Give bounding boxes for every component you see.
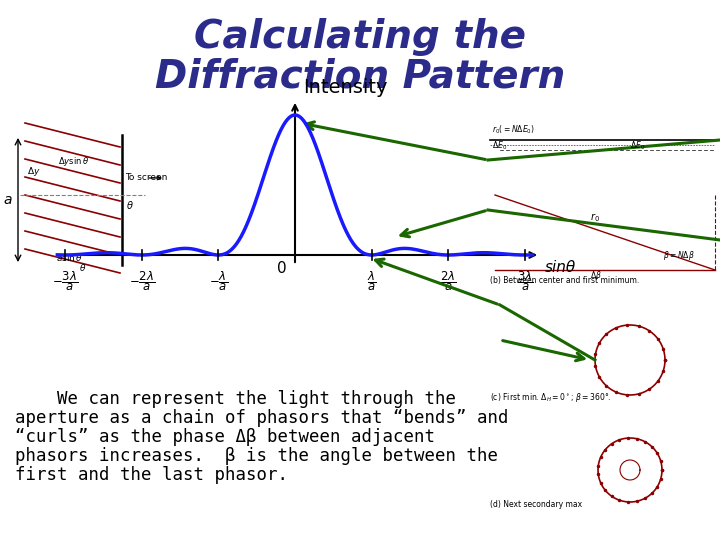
Text: “curls” as the phase Δβ between adjacent: “curls” as the phase Δβ between adjacent — [15, 428, 435, 446]
Text: $\Delta E_0$: $\Delta E_0$ — [492, 139, 507, 152]
Text: phasors increases.  β is the angle between the: phasors increases. β is the angle betwee… — [15, 447, 498, 465]
Text: (b) Between center and first minimum.: (b) Between center and first minimum. — [490, 276, 639, 285]
Text: Calculating the: Calculating the — [194, 18, 526, 56]
Text: $r_0$: $r_0$ — [590, 211, 600, 224]
Text: Intensity: Intensity — [303, 78, 387, 97]
Text: $r_0(=N\Delta E_0)$: $r_0(=N\Delta E_0)$ — [492, 124, 535, 137]
Text: $-\dfrac{3\lambda}{a}$: $-\dfrac{3\lambda}{a}$ — [52, 269, 78, 293]
Text: $\dfrac{3\lambda}{a}$: $\dfrac{3\lambda}{a}$ — [517, 269, 534, 293]
Text: first and the last phasor.: first and the last phasor. — [15, 466, 288, 484]
Text: We can represent the light through the: We can represent the light through the — [15, 390, 456, 408]
Text: $-\dfrac{2\lambda}{a}$: $-\dfrac{2\lambda}{a}$ — [129, 269, 155, 293]
Text: $\dfrac{\lambda}{a}$: $\dfrac{\lambda}{a}$ — [366, 269, 377, 293]
Text: To screen: To screen — [125, 173, 167, 183]
Text: (d) Next secondary max: (d) Next secondary max — [490, 500, 582, 509]
Text: aperture as a chain of phasors that “bends” and: aperture as a chain of phasors that “ben… — [15, 409, 508, 427]
Text: $\Delta y$: $\Delta y$ — [27, 165, 41, 179]
Text: Diffraction Pattern: Diffraction Pattern — [155, 58, 565, 96]
Text: $\Delta y\sin\theta$: $\Delta y\sin\theta$ — [58, 156, 89, 168]
Text: (c) First min. $\Delta_H = 0^\circ$; $\beta = 360°$.: (c) First min. $\Delta_H = 0^\circ$; $\b… — [490, 391, 611, 404]
Text: $\Delta\beta$: $\Delta\beta$ — [590, 269, 602, 282]
Text: $\Delta E_0$: $\Delta E_0$ — [630, 139, 645, 152]
Text: $a\sin\theta$: $a\sin\theta$ — [56, 252, 84, 263]
Text: sinθ: sinθ — [545, 260, 576, 275]
Text: $-\dfrac{\lambda}{a}$: $-\dfrac{\lambda}{a}$ — [209, 269, 228, 293]
Text: 0: 0 — [277, 261, 287, 276]
Text: a: a — [4, 193, 12, 207]
Text: $\theta$: $\theta$ — [79, 262, 86, 273]
Text: $\theta$: $\theta$ — [126, 199, 134, 211]
Text: $\dfrac{2\lambda}{a}$: $\dfrac{2\lambda}{a}$ — [440, 269, 456, 293]
Text: $\beta = N\Delta\beta$: $\beta = N\Delta\beta$ — [663, 249, 695, 262]
